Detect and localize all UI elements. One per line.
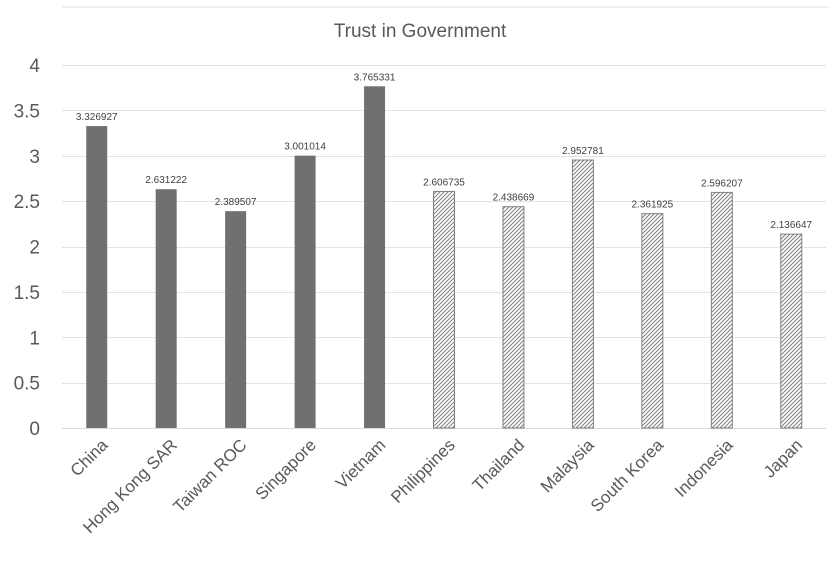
bar	[710, 191, 733, 429]
x-tick-label: South Korea	[587, 435, 668, 516]
x-tick-label: Japan	[760, 435, 806, 481]
x-tick-label: Singapore	[252, 435, 320, 503]
y-tick-label: 0	[29, 419, 40, 440]
x-tick-label: Thailand	[469, 435, 529, 495]
data-labels: 3.326927 2.631222 2.389507 3.001014 3.765331…	[76, 72, 813, 231]
chart-title: Trust in Government	[334, 21, 507, 42]
bar	[433, 190, 455, 429]
bar	[86, 126, 108, 429]
data-label: 3.001014	[284, 142, 326, 153]
data-label: 2.361925	[632, 200, 674, 211]
x-tick-label: Philippines	[387, 435, 459, 507]
data-label: 2.596207	[701, 178, 743, 189]
data-label: 2.606735	[423, 177, 465, 188]
bar	[780, 233, 803, 429]
y-tick-label: 4	[29, 56, 40, 77]
data-label: 2.438669	[493, 193, 535, 204]
y-axis-tick-labels: 0 0.5 1 1.5 2 2.5 3 3.5 4	[14, 56, 41, 440]
x-tick-label: Indonesia	[671, 435, 737, 501]
data-label: 2.952781	[562, 146, 604, 157]
x-tick-label: Taiwan ROC	[170, 435, 251, 516]
bar	[502, 206, 525, 429]
data-label: 2.631222	[145, 175, 187, 186]
data-label: 3.765331	[354, 72, 396, 83]
y-tick-label: 2.5	[14, 192, 40, 213]
bar	[225, 211, 247, 428]
bar	[155, 189, 177, 428]
bars	[86, 86, 803, 429]
bar	[364, 86, 386, 429]
bar	[641, 213, 664, 429]
y-tick-label: 0.5	[14, 374, 40, 395]
data-label: 2.136647	[770, 220, 812, 231]
bar	[294, 155, 316, 429]
x-tick-label: China	[67, 435, 112, 480]
y-tick-label: 1.5	[14, 283, 40, 304]
y-tick-label: 3	[29, 147, 40, 168]
bar	[571, 159, 594, 429]
x-tick-label: Malaysia	[537, 435, 598, 496]
x-tick-label: Vietnam	[332, 435, 389, 492]
data-label: 2.389507	[215, 197, 257, 208]
y-tick-label: 1	[29, 328, 40, 349]
data-label: 3.326927	[76, 112, 118, 123]
y-tick-label: 3.5	[14, 101, 40, 122]
y-tick-label: 2	[29, 238, 40, 259]
